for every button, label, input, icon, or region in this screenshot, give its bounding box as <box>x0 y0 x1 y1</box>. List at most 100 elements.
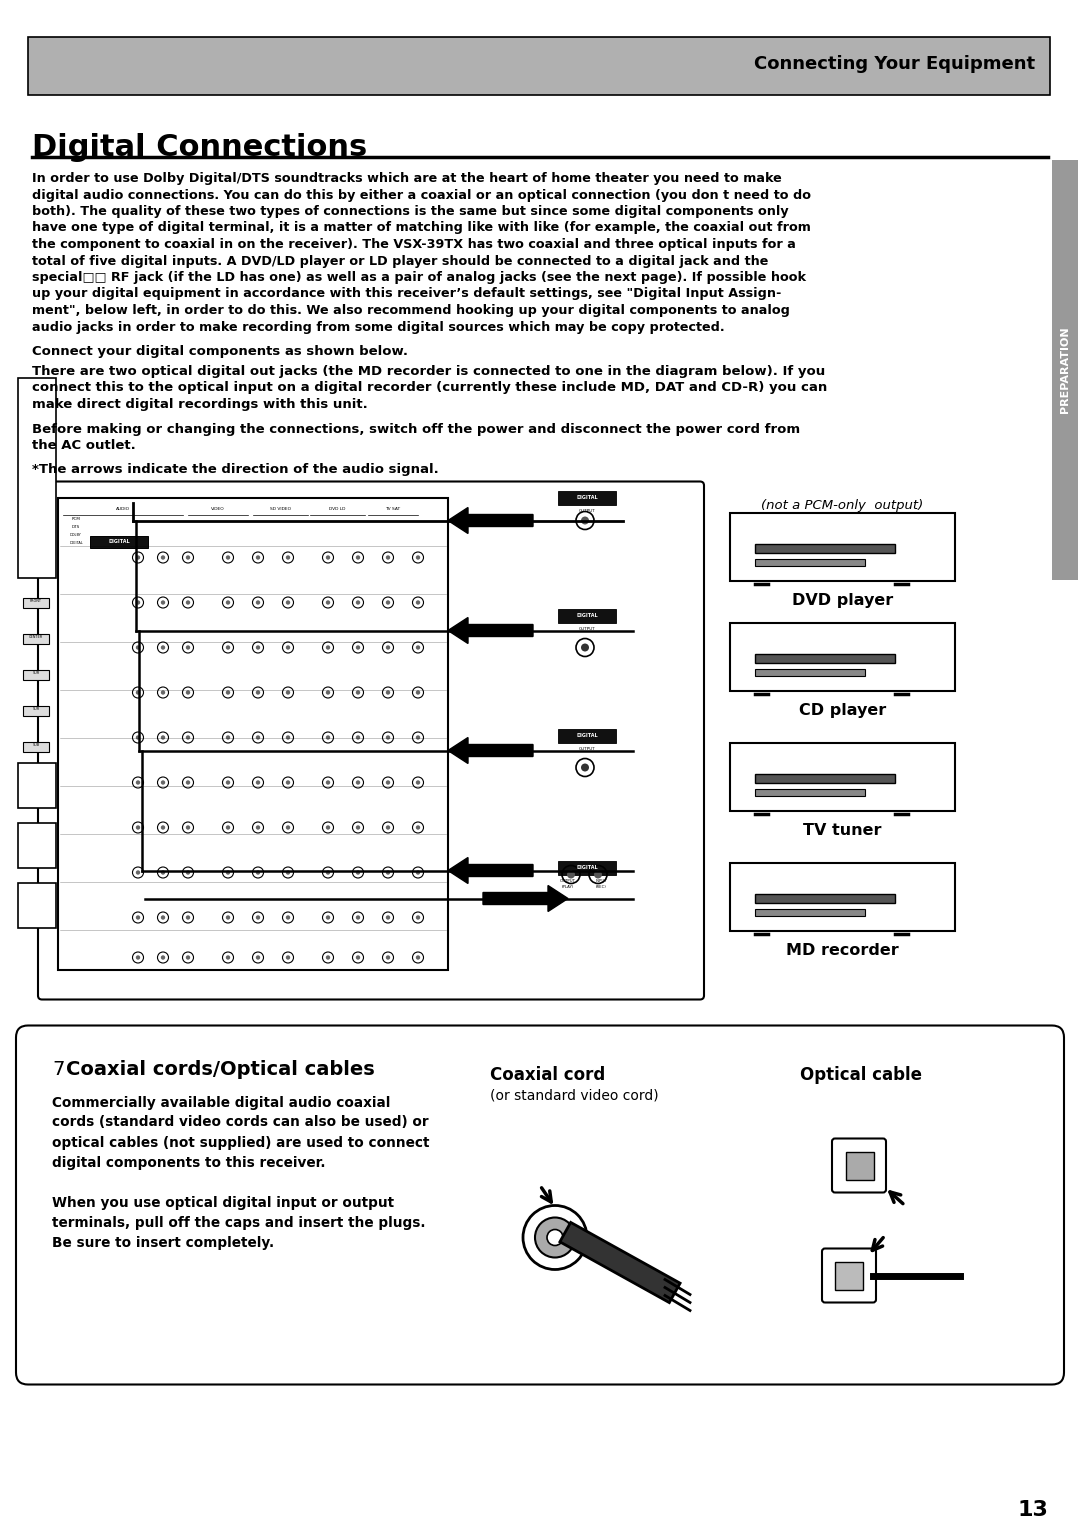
Text: 13: 13 <box>1017 1500 1048 1520</box>
Circle shape <box>416 955 420 960</box>
Circle shape <box>161 916 165 920</box>
Circle shape <box>416 826 420 830</box>
Circle shape <box>256 736 260 740</box>
Text: INPUT: INPUT <box>595 879 607 882</box>
Text: DTS: DTS <box>72 525 80 530</box>
Bar <box>18 377 56 577</box>
Circle shape <box>523 1206 588 1270</box>
Text: DIGITAL: DIGITAL <box>577 732 598 739</box>
Text: DIGITAL: DIGITAL <box>577 613 598 618</box>
Bar <box>730 862 955 931</box>
Bar <box>846 1152 874 1180</box>
Circle shape <box>161 736 165 740</box>
Text: DIGITAL: DIGITAL <box>108 539 130 543</box>
Circle shape <box>581 644 589 652</box>
FancyBboxPatch shape <box>832 1138 886 1192</box>
Text: up your digital equipment in accordance with this receiver’s default settings, s: up your digital equipment in accordance … <box>32 287 781 301</box>
Text: CD player: CD player <box>799 703 886 719</box>
Text: Before making or changing the connections, switch off the power and disconnect t: Before making or changing the connection… <box>32 423 800 435</box>
Bar <box>23 633 49 644</box>
Circle shape <box>386 600 390 604</box>
Circle shape <box>226 736 230 740</box>
Text: SUR: SUR <box>32 671 40 676</box>
Circle shape <box>186 555 190 560</box>
Text: total of five digital inputs. A DVD/LD player or LD player should be connected t: total of five digital inputs. A DVD/LD p… <box>32 255 768 267</box>
Text: Optical cable: Optical cable <box>800 1067 922 1085</box>
Bar <box>23 598 49 607</box>
Polygon shape <box>448 618 534 644</box>
Text: VIDEO: VIDEO <box>212 508 225 511</box>
Text: Coaxial cord: Coaxial cord <box>490 1067 605 1085</box>
Text: OUTPUT: OUTPUT <box>579 510 595 514</box>
Circle shape <box>226 690 230 694</box>
Text: Commercially available digital audio coaxial: Commercially available digital audio coa… <box>52 1096 390 1109</box>
Circle shape <box>161 826 165 830</box>
Text: There are two optical digital out jacks (the MD recorder is connected to one in : There are two optical digital out jacks … <box>32 365 825 378</box>
Circle shape <box>355 826 361 830</box>
Circle shape <box>186 600 190 604</box>
Circle shape <box>136 736 140 740</box>
Circle shape <box>286 555 291 560</box>
Circle shape <box>256 826 260 830</box>
Circle shape <box>535 1218 575 1257</box>
Circle shape <box>186 870 190 874</box>
Bar <box>23 670 49 679</box>
Circle shape <box>186 690 190 694</box>
Text: the component to coaxial in on the receiver). The VSX-39TX has two coaxial and t: the component to coaxial in on the recei… <box>32 238 796 250</box>
Circle shape <box>386 645 390 650</box>
Bar <box>755 774 895 783</box>
Bar <box>730 623 955 690</box>
Circle shape <box>286 826 291 830</box>
Circle shape <box>161 645 165 650</box>
Circle shape <box>256 600 260 604</box>
Circle shape <box>136 555 140 560</box>
Circle shape <box>386 826 390 830</box>
Circle shape <box>355 955 361 960</box>
Circle shape <box>286 645 291 650</box>
Circle shape <box>386 955 390 960</box>
Circle shape <box>326 600 330 604</box>
Text: DVD player: DVD player <box>792 594 893 607</box>
Circle shape <box>594 870 602 879</box>
Circle shape <box>326 826 330 830</box>
Circle shape <box>256 645 260 650</box>
Circle shape <box>136 870 140 874</box>
Circle shape <box>286 690 291 694</box>
Circle shape <box>186 916 190 920</box>
Text: have one type of digital terminal, it is a matter of matching like with like (fo: have one type of digital terminal, it is… <box>32 221 811 235</box>
Bar <box>755 559 865 566</box>
Circle shape <box>286 780 291 784</box>
Text: SD VIDEO: SD VIDEO <box>270 508 291 511</box>
Text: special□□ RF jack (if the LD has one) as well as a pair of analog jacks (see the: special□□ RF jack (if the LD has one) as… <box>32 272 806 284</box>
Text: Be sure to insert completely.: Be sure to insert completely. <box>52 1236 274 1250</box>
Circle shape <box>136 780 140 784</box>
Circle shape <box>326 690 330 694</box>
Bar <box>755 653 895 662</box>
Text: In order to use Dolby Digital/DTS soundtracks which are at the heart of home the: In order to use Dolby Digital/DTS soundt… <box>32 172 782 185</box>
Circle shape <box>326 955 330 960</box>
Circle shape <box>416 645 420 650</box>
Circle shape <box>136 955 140 960</box>
Bar <box>18 882 56 928</box>
Circle shape <box>386 870 390 874</box>
Bar <box>755 668 865 676</box>
Circle shape <box>355 916 361 920</box>
Text: MD recorder: MD recorder <box>786 943 899 958</box>
Text: optical cables (not supplied) are used to connect: optical cables (not supplied) are used t… <box>52 1135 430 1149</box>
Circle shape <box>136 826 140 830</box>
Circle shape <box>286 736 291 740</box>
Circle shape <box>286 955 291 960</box>
Bar <box>58 497 448 969</box>
Text: (REC): (REC) <box>595 885 607 888</box>
Circle shape <box>567 870 575 879</box>
Circle shape <box>416 600 420 604</box>
FancyBboxPatch shape <box>822 1248 876 1303</box>
Bar <box>18 823 56 867</box>
Bar <box>18 763 56 807</box>
Bar <box>558 490 616 505</box>
Circle shape <box>355 555 361 560</box>
Circle shape <box>226 916 230 920</box>
Circle shape <box>161 955 165 960</box>
Circle shape <box>226 555 230 560</box>
Text: OUTPUT: OUTPUT <box>579 627 595 632</box>
